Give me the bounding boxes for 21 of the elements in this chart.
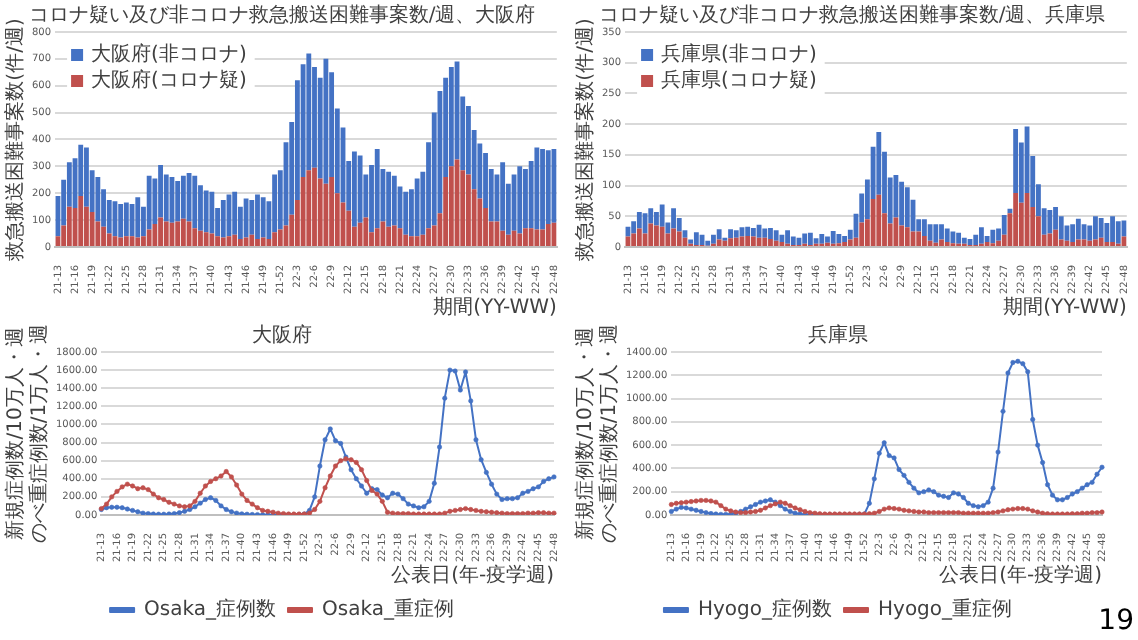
legend-label: Hyogo_症例数 xyxy=(697,597,833,622)
y-axis-title: 救急搬送困難事案数(件/週) xyxy=(573,18,598,263)
y-axis-title: 新規症例数/10万人・週のべ重症例数/1万人・週 xyxy=(3,323,52,544)
text: 19 xyxy=(1098,605,1134,638)
x-axis-title: 期間(YY-WW) xyxy=(1003,295,1127,320)
legend-label: 兵庫県(非コロナ) xyxy=(661,42,817,67)
y-axis-title: 救急搬送困難事案数(件/週) xyxy=(3,18,28,263)
y-axis-title: 新規症例数/10万人・週のべ重症例数/1万人・週 xyxy=(573,323,622,544)
legend-label: Osaka_重症例 xyxy=(322,597,454,622)
legend-label: Hyogo_重症例 xyxy=(878,597,1013,622)
x-axis-title: 期間(YY-WW) xyxy=(433,295,557,320)
legend-label: 大阪府(コロナ疑) xyxy=(91,68,247,93)
chart-title: コロナ疑い及び非コロナ救急搬送困難事案数/週、大阪府 xyxy=(28,3,536,28)
chart-title: コロナ疑い及び非コロナ救急搬送困難事案数/週、兵庫県 xyxy=(598,3,1106,28)
chart-title: 兵庫県 xyxy=(808,323,868,348)
legend-label: 兵庫県(コロナ疑) xyxy=(661,68,817,93)
chart-title: 大阪府 xyxy=(252,323,312,348)
x-axis-title: 公表日(年-疫学週) xyxy=(939,563,1103,588)
legend-label: 大阪府(非コロナ) xyxy=(91,42,247,67)
x-axis-title: 公表日(年-疫学週) xyxy=(391,563,555,588)
legend-label: Osaka_症例数 xyxy=(144,597,276,622)
